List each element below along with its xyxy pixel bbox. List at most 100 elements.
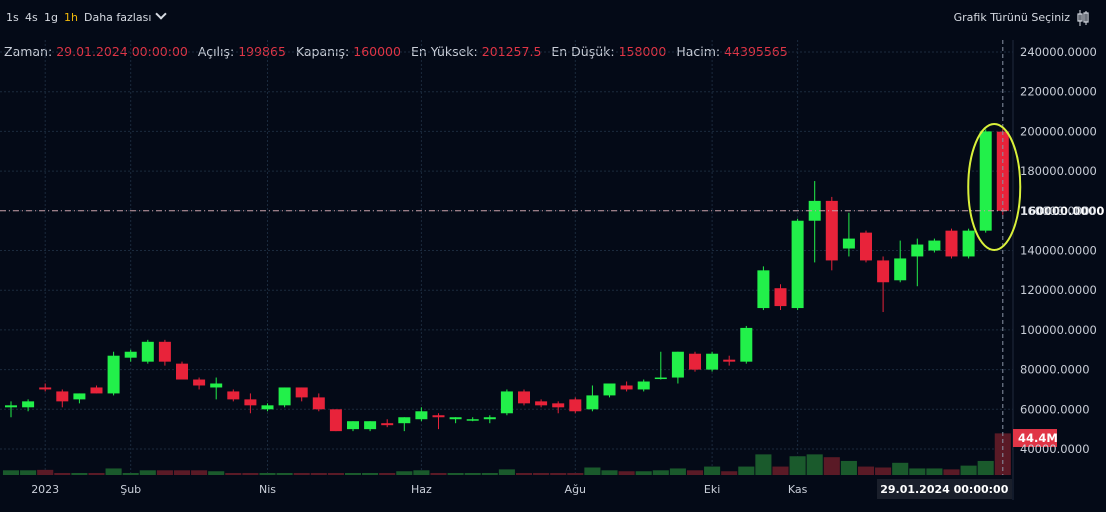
candle-body xyxy=(193,379,206,386)
volume-bar xyxy=(515,473,533,475)
volume-bar xyxy=(327,473,344,475)
volume-bar xyxy=(379,473,396,475)
volume-bar xyxy=(225,473,242,475)
time-tick-label: 2023 xyxy=(31,483,59,496)
volume-bar xyxy=(37,469,54,475)
candle-body xyxy=(825,200,838,261)
timeframe-4s[interactable]: 4s xyxy=(25,11,38,24)
time-tick-label: Ağu xyxy=(565,483,586,496)
volume-bar xyxy=(840,460,857,475)
candle-body xyxy=(278,387,291,406)
volume-badge xyxy=(1013,429,1057,447)
candle-body xyxy=(535,401,548,406)
volume-bar xyxy=(122,473,139,475)
volume-bar xyxy=(242,473,259,475)
volume-bar xyxy=(208,471,225,475)
price-tick-label: 100000.0000 xyxy=(1020,323,1097,337)
crosshair-date-label: 29.01.2024 xyxy=(880,483,950,496)
crosshair-time-label: 00:00:00 xyxy=(954,483,1009,496)
candle-body xyxy=(552,403,565,408)
candle-body xyxy=(842,238,855,249)
time-tick-label: Şub xyxy=(120,483,141,496)
candle-body xyxy=(586,395,599,410)
price-tick-label: 140000.0000 xyxy=(1020,244,1097,258)
volume-bar xyxy=(54,473,71,475)
candle-body xyxy=(73,393,86,400)
volume-bar xyxy=(652,470,669,475)
time-tick-label: Haz xyxy=(411,483,432,496)
volume-bar xyxy=(772,466,789,475)
volume-label: Hacim: xyxy=(676,44,721,59)
volume-bar xyxy=(430,473,447,475)
candle-body xyxy=(945,230,958,257)
volume-bar xyxy=(481,473,498,475)
price-tick-label: 80000.0000 xyxy=(1020,363,1090,377)
candle-body xyxy=(141,341,154,362)
candle-body xyxy=(569,399,582,412)
candle-body xyxy=(706,353,719,370)
time-axis: 2023 Şub Nis Haz Ağu Eki Kas xyxy=(31,483,807,496)
price-tick-label: 160000.0000 xyxy=(1020,204,1097,218)
volume-bar xyxy=(601,470,618,475)
volume-bar xyxy=(105,468,122,475)
volume-bar xyxy=(926,468,943,475)
candle-body xyxy=(158,341,171,362)
candle-body xyxy=(329,409,342,432)
volume-bar xyxy=(721,471,738,475)
more-timeframes-dropdown[interactable]: Daha fazlası xyxy=(84,8,168,24)
candlestick-icon[interactable] xyxy=(1076,10,1090,26)
candle-body xyxy=(894,258,907,281)
candle-body xyxy=(210,383,223,388)
highlight-ellipse xyxy=(967,122,1022,251)
chart-type-selector[interactable]: Grafik Türünü Seçiniz xyxy=(953,11,1070,24)
candle-body xyxy=(312,397,325,410)
candle-body xyxy=(22,401,35,408)
volume-bar xyxy=(755,454,772,475)
volume-bars xyxy=(2,433,1011,475)
volume-bar xyxy=(550,473,567,475)
volume-bar xyxy=(909,468,926,475)
volume-bar xyxy=(396,471,413,475)
candle-body xyxy=(860,232,872,261)
candle-body xyxy=(398,417,411,424)
timeframe-1h[interactable]: 1h xyxy=(64,11,78,24)
ohlc-info-bar: Zaman: 29.01.2024 00:00:00 Açılış: 19986… xyxy=(4,44,794,59)
overlay: 160000.0000 44.4M 29.01.2024 00:00:00 xyxy=(0,40,1104,499)
volume-bar xyxy=(498,469,515,475)
candle-body xyxy=(689,353,701,370)
candle-body xyxy=(39,387,52,390)
candle-body xyxy=(774,288,787,307)
open-value: 199865 xyxy=(238,44,286,59)
volume-bar xyxy=(686,470,704,475)
volume-bar xyxy=(875,467,892,475)
candle-body xyxy=(518,391,530,404)
price-tick-label: 220000.0000 xyxy=(1020,85,1097,99)
volume-bar xyxy=(293,473,310,475)
timeframe-1s[interactable]: 1s xyxy=(6,11,19,24)
volume-bar xyxy=(635,471,652,475)
candle-body xyxy=(654,377,667,380)
volume-bar xyxy=(584,467,601,475)
volume-bar xyxy=(20,470,37,475)
volume-bar xyxy=(823,457,840,475)
price-tick-label: 180000.0000 xyxy=(1020,164,1097,178)
candle-body xyxy=(637,381,650,390)
volume-bar xyxy=(2,470,20,475)
volume-bar xyxy=(173,470,191,475)
timeframe-1g[interactable]: 1g xyxy=(44,11,58,24)
volume-bar xyxy=(362,473,379,475)
volume-bar xyxy=(88,473,105,475)
crosshair-price-label: 160000.0000 xyxy=(1020,204,1104,218)
candle-body xyxy=(740,327,753,362)
volume-bar xyxy=(310,473,327,475)
volume-bar xyxy=(276,473,293,475)
volume-bar xyxy=(789,456,806,475)
candle-body xyxy=(483,417,496,420)
candle-body xyxy=(449,417,462,420)
candle-body xyxy=(979,131,992,231)
candle-body xyxy=(107,355,120,394)
volume-bar xyxy=(857,466,875,475)
candle-body xyxy=(176,363,188,380)
volume-bar xyxy=(669,468,686,475)
